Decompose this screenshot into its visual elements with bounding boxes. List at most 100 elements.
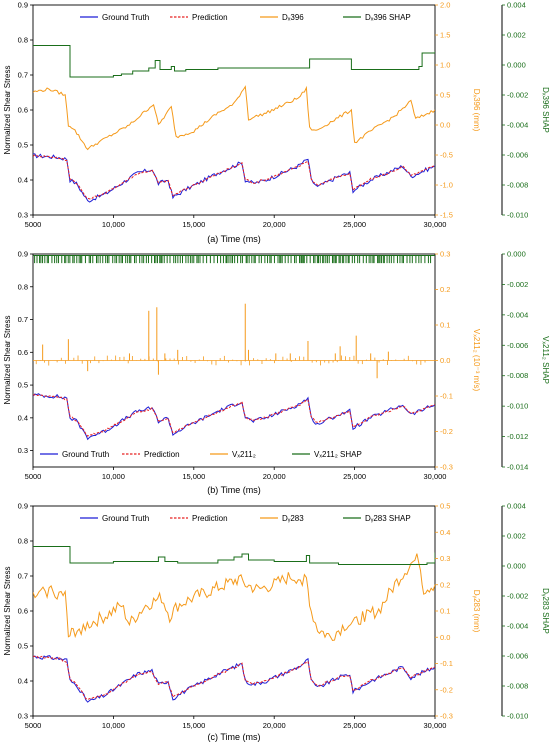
panel-c-xtick-label: 5000 [25,721,42,730]
panel-c-y3tick-label: 0.000 [507,562,526,571]
panel-c-ytick-label: 0.3 [18,712,28,721]
panel-a-y2tick-label: -0.5 [440,151,453,160]
panel-c-y3tick-label: -0.006 [507,652,528,661]
panel-c-ylabel: Normalized Shear Stress [3,567,12,656]
panel-c-prediction-line [33,655,435,701]
panel-c-y2tick-label: -0.3 [440,712,453,721]
panel-c-plot-area [33,546,435,703]
panel-a-xtick-label: 5000 [25,220,42,229]
panel-c-y3tick-label: 0.002 [507,532,526,541]
panel-a-caption: (a) Time (ms) [207,234,261,244]
panel-a-y2tick-label: 0.5 [440,91,450,100]
panel-b-y3tick-label: -0.006 [507,341,528,350]
panel-b-ylabel: Normalized Shear Stress [3,316,12,405]
panel-c-shap-line [33,546,435,565]
panel-a-ytick-label: 0.8 [18,36,28,45]
panel-a-legend-label: Dₓ396 SHAP [365,13,411,22]
panel-b-y3tick-label: -0.004 [507,310,528,319]
panel-a-y3tick-label: -0.008 [507,181,528,190]
panel-a-y3tick-label: -0.010 [507,211,528,220]
panel-c-xtick-label: 20,000 [263,721,286,730]
panel-a-ytick-label: 0.9 [18,1,28,10]
panel-a-plot-area [33,45,435,203]
panel-c-y2tick-label: 0.2 [440,580,450,589]
panel-b-caption: (b) Time (ms) [207,485,261,495]
panel-a-ylabel: Normalized Shear Stress [3,66,12,155]
panel-c-ytick-label: 0.5 [18,642,28,651]
panel-a-y2tick-label: -1.0 [440,181,453,190]
panel-b-xtick-label: 5000 [25,472,42,481]
panel-c-ytick-label: 0.4 [18,677,28,686]
panel-c-xtick-label: 30,000 [424,721,447,730]
panel-b-xtick-label: 30,000 [424,472,447,481]
panel-b-ytick-label: 0.4 [18,413,28,422]
panel-a-y2tick-label: 1.0 [440,61,450,70]
panel-a-feature-line [33,85,435,151]
panel-b-y2tick-label: -0.1 [440,392,453,401]
panel-a-y2tick-label: 1.5 [440,31,450,40]
panel-b-xtick-label: 10,000 [102,472,125,481]
panel-b-ytick-label: 0.9 [18,250,28,259]
panel-c-y2tick-label: 0.0 [440,633,450,642]
panel-b-ytick-label: 0.3 [18,446,28,455]
panel-c-y3tick-label: -0.004 [507,622,528,631]
panel-b-y3tick-label: -0.010 [507,402,528,411]
panel-a-y3tick-label: -0.006 [507,151,528,160]
panel-b-prediction-line [33,394,435,437]
panel-c-legend-label: Prediction [192,514,228,523]
panel-c-ytick-label: 0.6 [18,607,28,616]
panel-c-y3tick-label: -0.008 [507,682,528,691]
panel-c-y2tick-label: -0.2 [440,685,453,694]
panel-a-ytick-label: 0.3 [18,211,28,220]
panel-c-xtick-label: 25,000 [343,721,366,730]
panel-b-y3tick-label: -0.012 [507,432,528,441]
panel-a-y2tick-label: 0.0 [440,121,450,130]
panel-b-ytick-label: 0.6 [18,348,28,357]
panel-b-ytick-label: 0.7 [18,315,28,324]
panel-a-y3tick-label: 0.000 [507,61,526,70]
panel-c-legend-label: Ground Truth [102,514,149,523]
panel-a-ytick-label: 0.6 [18,106,28,115]
panel-a-ground-truth-line [33,153,435,203]
panel-c-legend-label: Dᵧ283 SHAP [365,514,411,523]
panel-a-legend-label: Ground Truth [102,13,149,22]
panel-b-ytick-label: 0.8 [18,282,28,291]
panel-c-caption: (c) Time (ms) [208,732,261,742]
panel-b-legend-label: Prediction [144,450,180,459]
panel-c-frame [32,505,436,717]
panel-b-ground-truth-line [33,393,435,441]
panel-a-xtick-label: 10,000 [102,220,125,229]
panel-a-shap-line [33,45,435,78]
panel-a-xtick-label: 30,000 [424,220,447,229]
panel-a-ytick-label: 0.4 [18,176,28,185]
panel-a-y3label: Dₓ396 SHAP [541,87,550,133]
panel-c-ground-truth-line [33,655,435,703]
panel-c-legend-label: Dᵧ283 [282,514,304,523]
panel-b-y3tick-label: -0.014 [507,463,528,472]
panel-a-y3tick-label: 0.004 [507,1,526,10]
panel-a-ytick-label: 0.5 [18,141,28,150]
panel-b-y3tick-label: -0.008 [507,371,528,380]
panel-b-y2tick-label: 0.3 [440,250,450,259]
panel-b-y2tick-label: 0.0 [440,356,450,365]
panel-a-y3tick-label: -0.004 [507,121,528,130]
panel-b-legend-label: Vₓ211₂ [232,450,256,459]
panel-b-y2label: Vₓ211₂ (10⁻³ m/s) [472,329,481,392]
panel-a-prediction-line [33,154,435,200]
panel-c: (c) Time (ms) Normalized Shear Stress Dᵧ… [3,502,550,743]
panel-a-xtick-label: 20,000 [263,220,286,229]
panel-c-y3tick-label: -0.002 [507,592,528,601]
panel-a-xtick-label: 15,000 [182,220,205,229]
panel-b-y3tick-label: -0.002 [507,280,528,289]
panel-b-xtick-label: 20,000 [263,472,286,481]
panel-c-feature-line [33,553,435,642]
panel-a-legend-label: Dₓ396 [282,13,304,22]
panel-c-y2tick-label: 0.1 [440,607,450,616]
panel-b-y2tick-label: -0.2 [440,427,453,436]
panel-b-y2tick-label: 0.1 [440,321,450,330]
panel-b-y2tick-label: 0.2 [440,285,450,294]
panel-b-legend-label: Ground Truth [62,450,109,459]
panel-a: (a) Time (ms) Normalized Shear Stress Dₓ… [3,1,550,245]
panel-a-frame [32,4,436,216]
